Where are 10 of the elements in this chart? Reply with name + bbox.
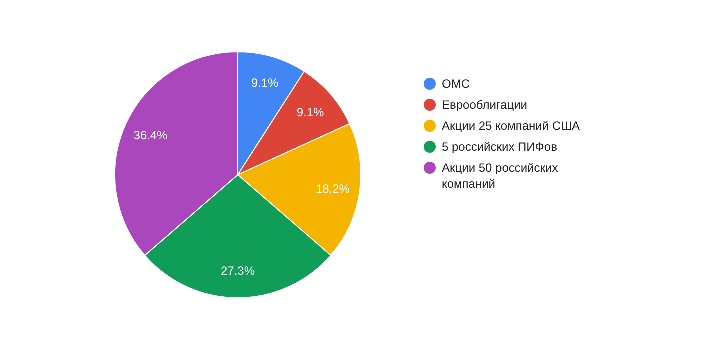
data-label: 9.1% bbox=[251, 76, 280, 90]
data-label: 9.1% bbox=[296, 105, 325, 120]
data-label: 18.2% bbox=[316, 182, 350, 196]
legend-label: Еврооблигации bbox=[442, 98, 528, 112]
legend-label: 5 российских ПИФов bbox=[442, 140, 558, 154]
data-label: 27.3% bbox=[220, 264, 256, 278]
legend-label: ОМС bbox=[442, 77, 470, 92]
legend-label: Акции 50 российских компаний bbox=[442, 161, 558, 192]
legend-label: Акции 25 компаний США bbox=[442, 119, 580, 134]
data-label: 36.4% bbox=[134, 128, 168, 142]
